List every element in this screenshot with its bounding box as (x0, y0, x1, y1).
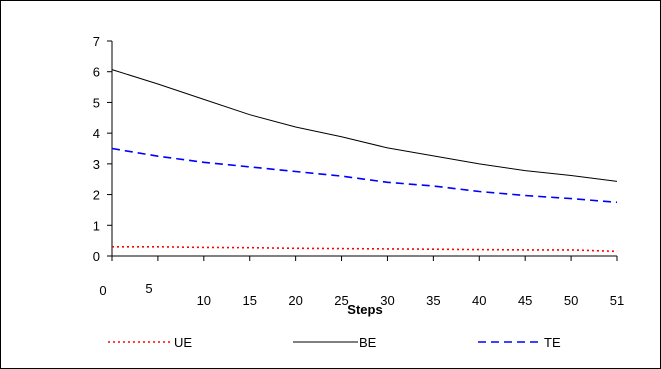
x-tick-label: 15 (242, 293, 256, 308)
series-layer (111, 69, 618, 253)
y-tick-label: 2 (93, 188, 100, 203)
series-line-te (111, 147, 618, 204)
legend-label-be: BE (359, 335, 377, 350)
legend-label-ue: UE (174, 335, 192, 350)
y-tick-label: 6 (93, 65, 100, 80)
y-tick-label: 7 (93, 34, 100, 49)
y-tick-label: 3 (93, 157, 100, 172)
x-tick-label: 40 (472, 293, 486, 308)
x-tick-label: 20 (288, 293, 302, 308)
x-tick-label: 30 (380, 293, 394, 308)
x-tick-label: 50 (564, 293, 578, 308)
legend: UE BE TE (108, 335, 561, 350)
y-tick-label: 0 (93, 249, 100, 264)
x-tick-label: 35 (426, 293, 440, 308)
series-line-be (111, 69, 618, 182)
x-tick-label: 51 (610, 293, 624, 308)
x-tick-label: 45 (518, 293, 532, 308)
y-tick-label: 1 (93, 218, 100, 233)
x-tick-label: 5 (145, 281, 152, 296)
y-tick-label: 5 (93, 95, 100, 110)
y-tick-label: 4 (93, 126, 100, 141)
x-tick-label: 25 (334, 293, 348, 308)
legend-label-te: TE (544, 335, 561, 350)
x-axis-title: Steps (347, 302, 382, 317)
series-line-ue (112, 246, 618, 253)
x-tick-label: 0 (99, 283, 106, 298)
x-tick-label: 10 (197, 293, 211, 308)
